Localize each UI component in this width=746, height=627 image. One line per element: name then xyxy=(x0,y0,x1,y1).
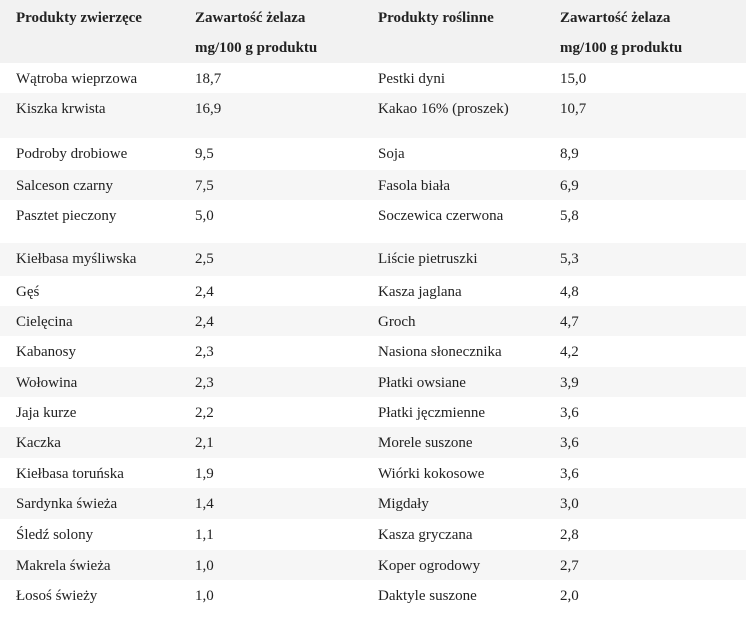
iron-value: 2,8 xyxy=(560,527,579,543)
iron-value: 2,2 xyxy=(195,405,214,421)
table-row: Kiełbasa toruńska 1,9 Wiórki kokosowe 3,6 xyxy=(0,458,746,488)
product-name: Kasza jaglana xyxy=(378,284,462,300)
product-name: Kakao 16% (proszek) xyxy=(378,101,509,117)
iron-value: 18,7 xyxy=(195,71,222,87)
product-name: Płatki jęczmienne xyxy=(378,405,486,421)
header-cell: Zawartość żelaza mg/100 g produktu xyxy=(560,0,746,63)
iron-value: 7,5 xyxy=(195,178,214,194)
table-row: Makrela świeża 1,0 Koper ogrodowy 2,7 xyxy=(0,550,746,580)
product-name: Groch xyxy=(378,314,416,330)
product-name: Kiszka krwista xyxy=(16,101,106,117)
iron-value: 10,7 xyxy=(560,101,587,117)
product-name: Salceson czarny xyxy=(16,178,114,194)
iron-value: 2,7 xyxy=(560,558,579,574)
iron-value: 15,0 xyxy=(560,71,587,87)
product-name: Pestki dyni xyxy=(378,71,446,87)
product-name: Kabanosy xyxy=(16,344,76,360)
product-name: Wiórki kokosowe xyxy=(378,466,485,482)
header-text: Produkty roślinne xyxy=(378,10,494,26)
table-row: Cielęcina 2,4 Groch 4,7 xyxy=(0,306,746,336)
product-name: Makrela świeża xyxy=(16,558,111,574)
table-row: Łosoś świeży 1,0 Daktyle suszone 2,0 xyxy=(0,580,746,610)
table-row: Śledź solony 1,1 Kasza gryczana 2,8 xyxy=(0,519,746,550)
product-name: Cielęcina xyxy=(16,314,73,330)
header-cell: Produkty zwierzęce xyxy=(0,0,195,63)
iron-value: 1,1 xyxy=(195,527,214,543)
product-name: Sardynka świeża xyxy=(16,496,118,512)
iron-value: 2,4 xyxy=(195,314,214,330)
product-name: Śledź solony xyxy=(16,527,94,543)
table-row: Pasztet pieczony 5,0 Soczewica czerwona 5,8 xyxy=(0,200,746,243)
product-name: Koper ogrodowy xyxy=(378,558,481,574)
iron-value: 4,2 xyxy=(560,344,579,360)
iron-value: 5,3 xyxy=(560,251,579,267)
iron-value: 3,9 xyxy=(560,375,579,391)
product-name: Wątroba wieprzowa xyxy=(16,71,138,87)
product-name: Podroby drobiowe xyxy=(16,146,128,162)
iron-value: 1,4 xyxy=(195,496,214,512)
header-text: Zawartość żelaza xyxy=(195,10,306,26)
iron-value: 1,0 xyxy=(195,588,214,604)
table-row: Gęś 2,4 Kasza jaglana 4,8 xyxy=(0,276,746,306)
product-name: Fasola biała xyxy=(378,178,451,194)
table-row: Salceson czarny 7,5 Fasola biała 6,9 xyxy=(0,170,746,200)
iron-value: 3,6 xyxy=(560,405,579,421)
product-name: Wołowina xyxy=(16,375,78,391)
table-row: Kiełbasa myśliwska 2,5 Liście pietruszki 5,… xyxy=(0,243,746,276)
product-name: Morele suszone xyxy=(378,435,473,451)
iron-value: 9,5 xyxy=(195,146,214,162)
header-cell: Zawartość żelaza mg/100 g produktu xyxy=(195,0,378,63)
header-text: mg/100 g produktu xyxy=(195,40,318,56)
iron-value: 2,0 xyxy=(560,588,579,604)
header-row: Produkty zwierzęce Zawartość żelaza mg/100… xyxy=(0,0,746,63)
table-row: Kaczka 2,1 Morele suszone 3,6 xyxy=(0,427,746,458)
product-name: Liście pietruszki xyxy=(378,251,478,267)
product-name: Łosoś świeży xyxy=(16,588,98,604)
iron-value: 2,4 xyxy=(195,284,214,300)
product-name: Nasiona słonecznika xyxy=(378,344,502,360)
product-name: Kiełbasa myśliwska xyxy=(16,251,137,267)
iron-value: 1,9 xyxy=(195,466,214,482)
table-row: Wątroba wieprzowa 18,7 Pestki dyni 15,0 xyxy=(0,63,746,93)
table-row: Podroby drobiowe 9,5 Soja 8,9 xyxy=(0,138,746,170)
product-name: Gęś xyxy=(16,284,40,300)
product-name: Kaczka xyxy=(16,435,61,451)
header-text: mg/100 g produktu xyxy=(560,40,683,56)
iron-value: 3,6 xyxy=(560,466,579,482)
product-name: Soczewica czerwona xyxy=(378,208,504,224)
iron-value: 8,9 xyxy=(560,146,579,162)
iron-value: 2,3 xyxy=(195,344,214,360)
iron-value: 3,6 xyxy=(560,435,579,451)
table-row: Kabanosy 2,3 Nasiona słonecznika 4,2 xyxy=(0,336,746,367)
iron-value: 2,1 xyxy=(195,435,214,451)
iron-value: 1,0 xyxy=(195,558,214,574)
product-name: Jaja kurze xyxy=(16,405,77,421)
product-name: Migdały xyxy=(378,496,429,512)
table-row: Wołowina 2,3 Płatki owsiane 3,9 xyxy=(0,367,746,397)
iron-value: 5,0 xyxy=(195,208,214,224)
table-row: Sardynka świeża 1,4 Migdały 3,0 xyxy=(0,488,746,519)
product-name: Płatki owsiane xyxy=(378,375,466,391)
product-name: Daktyle suszone xyxy=(378,588,477,604)
table-row: Jaja kurze 2,2 Płatki jęczmienne 3,6 xyxy=(0,397,746,427)
product-name: Pasztet pieczony xyxy=(16,208,117,224)
iron-value: 2,5 xyxy=(195,251,214,267)
header-cell: Produkty roślinne xyxy=(378,0,560,63)
iron-value: 6,9 xyxy=(560,178,579,194)
iron-value: 4,8 xyxy=(560,284,579,300)
header-text: Zawartość żelaza xyxy=(560,10,671,26)
product-name: Kiełbasa toruńska xyxy=(16,466,124,482)
iron-value: 2,3 xyxy=(195,375,214,391)
product-name: Kasza gryczana xyxy=(378,527,473,543)
iron-value: 3,0 xyxy=(560,496,579,512)
iron-table: Produkty zwierzęce Zawartość żelaza mg/100… xyxy=(0,0,746,610)
iron-value: 5,8 xyxy=(560,208,579,224)
iron-value: 16,9 xyxy=(195,101,222,117)
table-row: Kiszka krwista 16,9 Kakao 16% (proszek) 10,… xyxy=(0,93,746,138)
iron-value: 4,7 xyxy=(560,314,579,330)
product-name: Soja xyxy=(378,146,405,162)
header-text: Produkty zwierzęce xyxy=(16,10,142,26)
